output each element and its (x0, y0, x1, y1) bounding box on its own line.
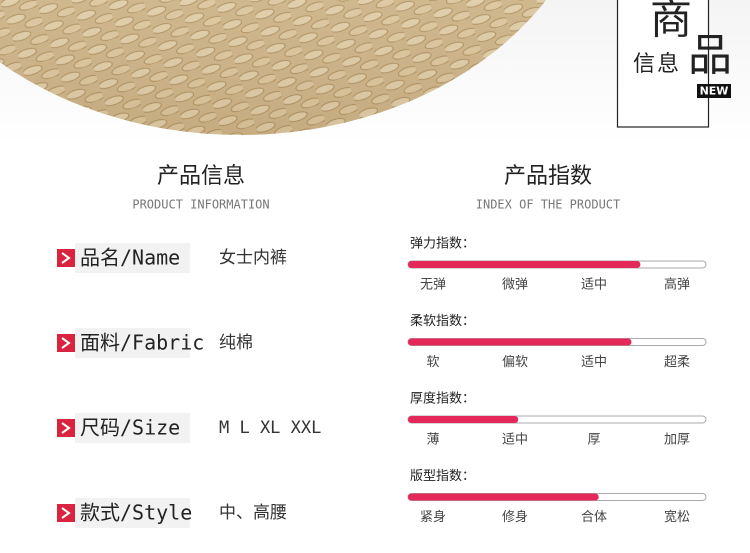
level-bar (408, 493, 599, 501)
new-tag-bg (697, 84, 731, 98)
index-name: 厚度指数： (410, 391, 475, 407)
scale-label: 微弹 (502, 278, 528, 293)
index-name: 柔软指数： (410, 314, 475, 329)
info-label: 品名/Name (80, 246, 180, 270)
arrow-icon (61, 252, 71, 264)
scale-label: 薄 (426, 433, 439, 448)
info-value: 中、高腰 (219, 503, 287, 523)
arrow-box (57, 249, 75, 267)
section-title: 产品指数 (504, 164, 592, 189)
badge-char: 品 (688, 30, 732, 81)
index-items: 弹力指数：无弹 微弹 适中 高弹柔软指数：软 偏软 适中 超柔厚度指数：薄 适中厚加厚版型指数… (407, 237, 707, 525)
arrow-box (57, 419, 75, 437)
badge-small: 信息 (633, 52, 681, 77)
index-name: 版型指数： (410, 469, 475, 484)
badge-frame (616, 0, 710, 128)
scale-label: 适中 (581, 278, 607, 293)
info-label: 面料/Fabric (80, 331, 204, 355)
scale-label: 厚 (587, 433, 600, 448)
section-title: 产品信息 (157, 164, 245, 189)
section-subtitle: INDEX OF THE PRODUCT (476, 198, 621, 212)
index-name: 弹力指数： (410, 237, 475, 252)
label-bg (75, 243, 190, 273)
scale-label: 宽松 (664, 509, 690, 525)
scale-label: 高弹 (664, 277, 690, 293)
scale-label: 修身 (502, 509, 528, 525)
info-value: M L XL XXL (219, 418, 321, 438)
scale-label: 无弹 (420, 278, 446, 293)
info-label: 尺码/Size (80, 416, 180, 440)
scale-label: 合体 (581, 510, 607, 525)
info-label: 款式/Style (80, 501, 192, 525)
scale-label: 适中 (502, 433, 528, 448)
arrow-icon (61, 337, 71, 349)
arrow-box (57, 504, 75, 522)
new-tag: NEW (700, 85, 729, 98)
badge: 商 信息 品 NEW (616, 0, 732, 128)
badge-char: 商 (650, 0, 692, 44)
arrow-icon (61, 507, 71, 519)
level-bar (408, 338, 632, 346)
label-bg (75, 498, 190, 528)
label-bg (75, 328, 190, 358)
straw-shade (0, 0, 547, 135)
arrow-box (57, 334, 75, 352)
section-subtitle: PRODUCT INFORMATION (132, 198, 269, 212)
level-bar (408, 261, 641, 268)
scale-label: 紧身 (420, 509, 446, 525)
level-bar (408, 416, 519, 423)
info-value: 女士内裤 (219, 248, 287, 268)
scale-label: 加厚 (664, 433, 690, 448)
scale-label: 适中 (581, 355, 607, 370)
scale-label: 软 (426, 355, 439, 370)
label-bg (75, 413, 190, 443)
info-value: 纯棉 (219, 333, 253, 353)
scale-label: 偏软 (502, 355, 528, 370)
arrow-icon (61, 422, 71, 434)
scale-label: 超柔 (664, 355, 690, 370)
